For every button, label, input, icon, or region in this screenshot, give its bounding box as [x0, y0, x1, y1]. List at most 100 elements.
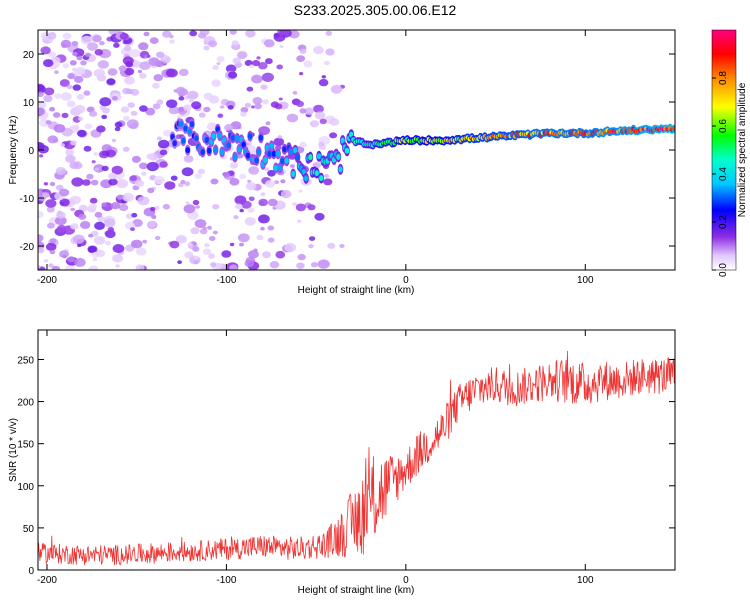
spectrogram-noise-blob — [127, 102, 135, 108]
spectrogram-noise-blob — [314, 212, 325, 221]
spectrogram-noise-blob — [325, 48, 335, 56]
spectrogram-noise-blob — [89, 110, 98, 117]
spectrogram-noise-blob — [318, 141, 325, 147]
spectrogram-noise-blob — [194, 219, 207, 229]
spectrogram-noise-blob — [59, 198, 70, 207]
spectrogram-noise-blob — [130, 227, 135, 232]
spectrogram-noise-blob — [156, 99, 164, 105]
spectrogram-noise-blob — [227, 105, 234, 110]
spectrogram-ridge-cell — [269, 142, 274, 149]
y-tick-label: 0 — [28, 146, 34, 157]
spectrogram-noise-blob — [193, 255, 199, 260]
spectrogram-noise-blob — [189, 30, 198, 37]
spectrogram-noise-blob — [313, 46, 324, 55]
spectrogram-noise-blob — [307, 204, 316, 211]
spectrogram-noise-blob — [235, 203, 243, 210]
spectrogram-noise-blob — [184, 181, 191, 186]
spectrogram-noise-blob — [203, 106, 211, 113]
snr-x-label: Height of straight line (km) — [298, 585, 415, 596]
spectrogram-ridge-cell — [217, 132, 223, 139]
spectrogram-noise-blob — [198, 112, 206, 118]
spectrogram-noise-blob — [252, 97, 263, 105]
spectrogram-ridge-cell — [275, 150, 281, 157]
colorbar-gradient — [711, 29, 737, 271]
spectrogram-noise-blob — [159, 149, 168, 156]
spectrogram-noise-blob — [239, 173, 247, 180]
spectrogram-noise-blob — [83, 90, 91, 96]
spectrogram-noise-blob — [241, 200, 252, 209]
spectrogram-noise-blob — [92, 35, 102, 43]
colorbar: 0.0 0.2 0.4 0.6 0.8 Normalized spectral ampl… — [711, 29, 748, 277]
spectrogram-noise-blob — [138, 42, 149, 51]
spectrogram-ridge-cell — [338, 166, 343, 173]
spectrogram-noise-blob — [158, 139, 170, 149]
spectrogram-noise-blob — [208, 253, 216, 259]
spectrogram-noise-blob — [88, 265, 99, 270]
spectrogram-noise-blob — [279, 45, 284, 48]
spectrogram-noise-blob — [134, 180, 145, 187]
spectrogram-noise-blob — [72, 51, 78, 57]
spectrogram-noise-blob — [264, 39, 275, 48]
spectrogram-noise-blob — [70, 140, 77, 146]
spectrogram-noise-blob — [256, 234, 264, 241]
spectrogram-noise-blob — [170, 175, 178, 181]
spectrogram-ridge-cell — [288, 148, 294, 155]
spectrogram-noise-blob — [324, 174, 329, 178]
spectrogram-noise-blob — [169, 240, 180, 249]
spectrogram-noise-blob — [146, 54, 151, 58]
spectrogram-noise-blob — [321, 75, 326, 79]
spectrogram-ridge-cell — [273, 165, 279, 171]
spectrogram-noise-blob — [325, 30, 333, 36]
spectrogram-noise-blob — [78, 204, 88, 212]
spectrogram-noise-blob — [260, 226, 265, 231]
spectrogram-noise-blob — [132, 243, 138, 247]
spectrogram-noise-blob — [49, 106, 56, 112]
spectrogram-noise-blob — [303, 60, 313, 68]
spectrogram-noise-blob — [148, 57, 160, 66]
spectrogram-noise-blob — [72, 234, 85, 244]
spectrogram-noise-blob — [330, 84, 343, 94]
spectrogram-noise-blob — [183, 204, 196, 214]
spectrogram-noise-blob — [127, 120, 133, 125]
spectrogram-noise-blob — [244, 59, 253, 67]
spectrogram-ridge-cell — [336, 153, 341, 160]
spectrogram-noise-blob — [210, 178, 219, 185]
spectrogram-noise-blob — [106, 78, 116, 85]
spectrogram-noise-blob — [289, 164, 295, 169]
spectrogram-noise-blob — [94, 49, 104, 56]
spectrogram-noise-blob — [80, 60, 87, 66]
spectrogram-noise-blob — [244, 217, 256, 226]
spectrogram-ridge-cell — [672, 126, 675, 131]
spectrogram-noise-blob — [59, 250, 69, 258]
spectrogram-noise-blob — [308, 244, 314, 249]
spectrogram-noise-blob — [296, 100, 304, 107]
spectrogram-noise-blob — [339, 244, 345, 248]
spectrogram-noise-blob — [38, 107, 46, 116]
spectrogram-noise-blob — [139, 162, 148, 170]
spectrogram-ridge-cell — [219, 149, 225, 155]
spectrogram-noise-blob — [53, 123, 66, 133]
spectrogram-ridge-cell — [340, 137, 345, 144]
spectrogram-noise-blob — [298, 189, 303, 193]
spectrogram-noise-blob — [108, 178, 118, 186]
spectrogram-noise-blob — [244, 259, 255, 268]
spectrogram-noise-blob — [162, 203, 170, 210]
spectrogram-noise-blob — [42, 192, 50, 199]
spectrogram-noise-blob — [49, 238, 57, 244]
spectrogram-noise-blob — [219, 105, 225, 109]
spectrogram-noise-blob — [256, 56, 261, 60]
spectrogram-noise-blob — [122, 192, 134, 202]
spectrogram-noise-blob — [329, 118, 340, 126]
spectrogram-ridge-cell — [278, 164, 283, 171]
spectrogram-noise-blob — [141, 171, 147, 176]
spectrogram-noise-blob — [292, 91, 298, 95]
spectrogram-noise-blob — [82, 179, 91, 186]
spectrogram-noise-blob — [299, 48, 307, 54]
spectrogram-ridge-cell — [293, 147, 298, 154]
spectrogram-noise-blob — [162, 30, 172, 38]
spectrogram-noise-blob — [104, 229, 116, 239]
spectrogram-noise-blob — [107, 68, 118, 76]
spectrogram-noise-blob — [101, 165, 109, 172]
spectrogram-noise-blob — [130, 110, 138, 116]
spectrogram-noise-blob — [94, 221, 105, 230]
